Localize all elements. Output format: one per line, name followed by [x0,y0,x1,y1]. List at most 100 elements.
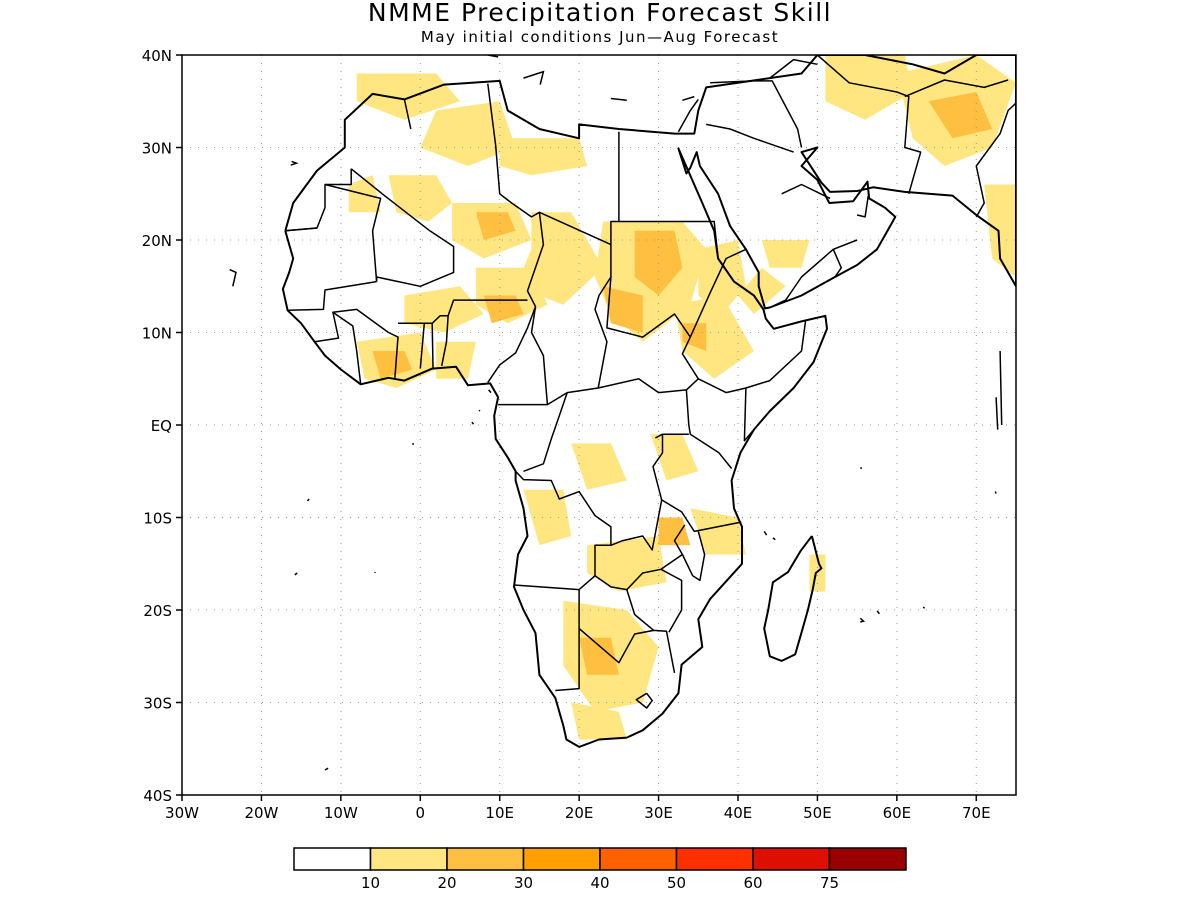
island-outline [995,397,999,430]
colorbar-swatch [369,847,448,871]
lat-tick-label: 20N [142,232,172,250]
skill-region [571,443,627,490]
country-border [689,248,747,338]
skill-region [825,55,913,120]
skill-region [436,341,476,379]
country-border [523,392,568,473]
country-border [710,80,803,148]
lon-tick-label: 10W [324,804,358,822]
lon-tick-label: 40E [724,804,753,822]
lon-tick-label: 20E [565,804,594,822]
colorbar-swatch [675,847,754,871]
skill-region [603,286,643,333]
country-border [350,168,455,288]
country-border [706,123,794,153]
latitude-labels: 40N 30N 20N 10N EQ 10S 20S 30S 40S [142,47,182,805]
island-outline [471,421,475,425]
skill-region [761,240,810,268]
skill-region [587,536,667,592]
lat-tick-label: 30S [143,695,172,713]
lon-tick-label: 70E [962,804,991,822]
country-border [447,299,528,317]
skill-region [650,434,699,481]
country-border [403,99,412,130]
country-border [594,524,686,591]
island-outline [772,537,776,541]
country-border [737,58,818,84]
country-border [904,79,1009,98]
island-outline [763,530,768,536]
colorbar-label: 60 [743,874,762,892]
country-border [487,83,620,246]
colorbar-label: 40 [590,874,609,892]
lon-tick-label: 0 [416,804,426,822]
colorbar-label: 50 [667,874,686,892]
skill-region [738,267,786,314]
lon-tick-label: 60E [883,804,912,822]
lat-tick-label: 10S [143,510,172,528]
lon-tick-label: 30E [644,804,673,822]
skill-region [388,175,453,222]
country-border [975,102,1016,218]
skill-region [404,286,484,333]
island-outline [523,70,545,85]
colorbar-swatch [522,847,601,871]
skill-region [475,212,516,240]
country-border [287,280,377,312]
map-title: NMME Precipitation Forecast Skill [367,0,833,27]
country-border [816,55,922,195]
colorbar-swatch [599,847,678,871]
map-subtitle: May initial conditions Jun—Aug Forecast [420,28,780,46]
country-border [324,183,382,282]
colorbar: 10 20 30 40 50 60 75 [293,847,907,892]
country-border [856,195,870,218]
country-border [660,568,683,633]
colorbar-swatch [828,847,907,871]
lat-tick-label: 10N [142,325,172,343]
island-outline [610,97,627,102]
country-border [685,389,733,469]
lat-tick-label: 20S [143,602,172,620]
country-border [610,499,663,551]
skill-region [499,138,588,176]
island-outline [290,160,299,166]
skill-region [571,702,627,740]
country-border [681,531,706,582]
skill-region [483,295,524,324]
island-outline [859,466,863,470]
country-border [526,212,612,406]
skill-region [984,184,1016,277]
country-border [618,220,719,259]
skill-region [356,73,460,120]
country-border [487,306,537,383]
lat-tick-label: EQ [151,417,172,435]
lat-tick-label: 40S [143,787,172,805]
country-border [832,249,843,278]
africa-coastline [281,55,1016,748]
country-border [781,183,831,200]
skill-region [690,508,746,555]
skill-region [698,240,746,314]
colorbar-label: 10 [361,874,380,892]
colorbar-label: 75 [820,874,839,892]
country-border [314,311,362,385]
lat-tick-label: 40N [142,47,172,65]
island-outline [324,767,329,771]
skill-region [682,323,707,351]
colorbar-swatch [752,847,831,871]
colorbar-label: 30 [514,874,533,892]
island-outline [994,491,997,494]
country-border [635,692,653,709]
colorbar-label: 20 [437,874,456,892]
lon-tick-label: 10E [485,804,514,822]
lon-tick-label: 30W [165,804,199,822]
country-border [285,227,318,232]
skill-region [658,517,691,546]
lon-tick-label: 50E [803,804,832,822]
madagascar-coastline [763,535,823,662]
island-outline [488,389,492,394]
coastline-layer [229,55,1016,771]
country-border [697,321,807,394]
country-border [769,239,858,309]
